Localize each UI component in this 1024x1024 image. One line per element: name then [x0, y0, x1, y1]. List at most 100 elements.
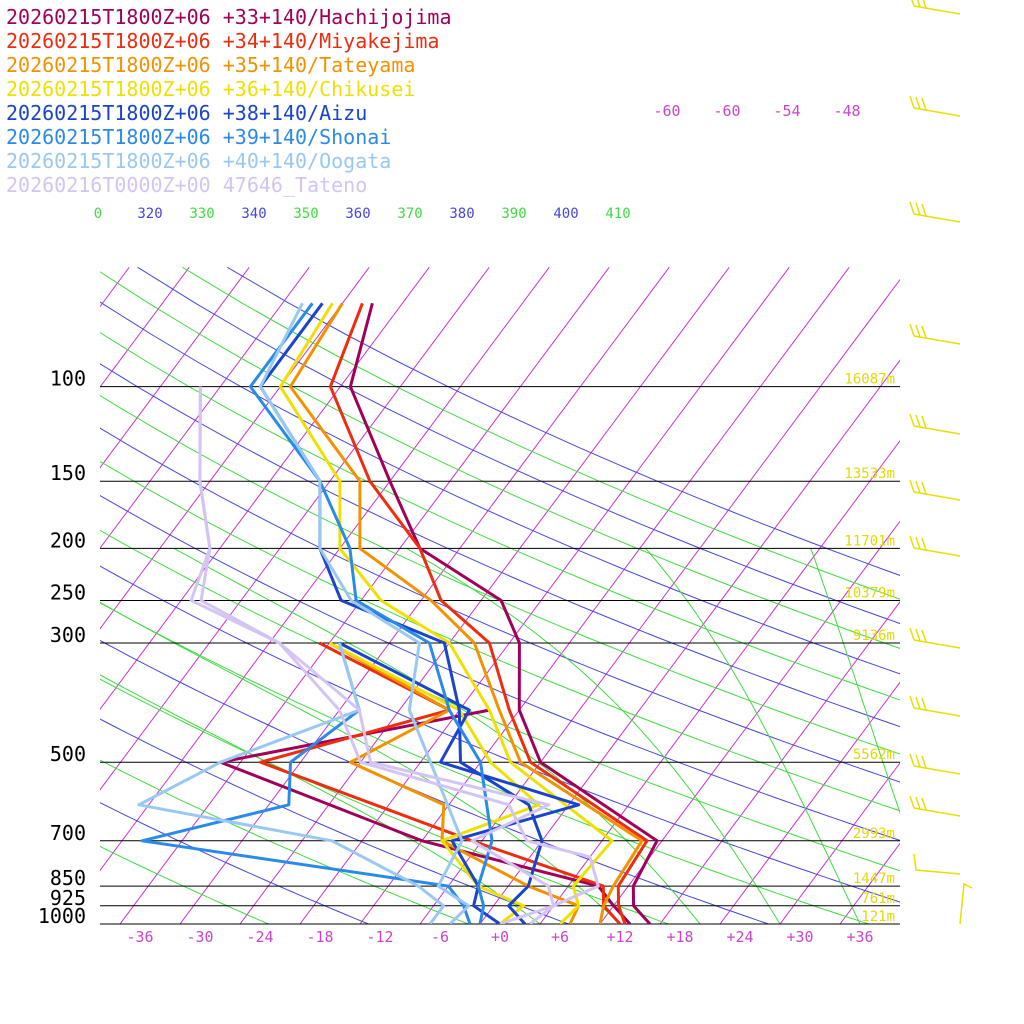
wind-barb — [913, 639, 961, 649]
height-label: 761m — [861, 891, 895, 907]
isotherm-line — [100, 267, 250, 469]
temperature-tick-label: +0 — [491, 928, 509, 946]
temperature-tick-label: -6 — [431, 928, 449, 946]
isotherm-line — [100, 267, 430, 711]
temperature-tick-label: +12 — [606, 928, 633, 946]
isotherm-line — [0, 267, 9, 924]
pressure-label: 250 — [50, 580, 86, 604]
dry-adiabat-line — [100, 759, 470, 924]
wind-barb-flag — [921, 481, 927, 495]
isotherm-line — [299, 267, 790, 924]
wind-barb-flag — [916, 0, 921, 8]
dry-adiabat-line — [100, 331, 900, 701]
isotherm-line — [539, 439, 900, 924]
wind-barb-flag — [915, 754, 921, 768]
wind-barb-flag — [921, 629, 927, 643]
temperature-tick-label: -30 — [186, 928, 213, 946]
dewpoint-trace — [338, 641, 581, 924]
wind-barb-flag — [921, 755, 927, 769]
wind-barb — [913, 807, 961, 817]
pressure-label: 100 — [50, 367, 86, 391]
wind-barb-flag — [915, 414, 921, 428]
isotherm-label: -60 — [653, 102, 680, 120]
dewpoint-trace — [189, 386, 556, 924]
temperature-tick-label: -18 — [306, 928, 333, 946]
temperature-tick-label: +30 — [786, 928, 813, 946]
wind-barb — [913, 425, 961, 435]
isotherm-label: -60 — [713, 102, 740, 120]
temperature-tick-label: +36 — [846, 928, 873, 946]
dry-adiabat-line — [100, 394, 900, 755]
height-label: 13533m — [844, 466, 895, 482]
temperature-trace — [288, 302, 644, 924]
pressure-label: 150 — [50, 461, 86, 485]
dry-adiabat-line — [182, 266, 900, 600]
theta-label: 410 — [605, 206, 630, 222]
legend-entry: 20260215T1800Z+06 +40+140/Oogata — [6, 149, 391, 173]
theta-label: 340 — [241, 206, 266, 222]
dry-adiabat-line — [100, 460, 900, 812]
isotherm-line — [599, 520, 900, 924]
theta-label: 360 — [345, 206, 370, 222]
dry-adiabat-line — [100, 363, 900, 728]
isotherm-line — [100, 267, 550, 872]
theta-label: 380 — [449, 206, 474, 222]
wind-barb-flag — [909, 695, 915, 709]
dry-adiabat-line — [100, 845, 270, 924]
isotherm-label: -48 — [833, 102, 860, 120]
isotherm-line — [119, 267, 610, 924]
theta-label: 350 — [293, 206, 318, 222]
wind-barb-flag — [921, 203, 927, 217]
wind-barb-flag — [909, 479, 915, 493]
isotherm-line — [239, 267, 730, 924]
height-label: 16087m — [844, 372, 895, 388]
legend-entry: 20260215T1800Z+06 +35+140/Tateyama — [6, 53, 415, 77]
isotherm-line — [359, 267, 850, 924]
wind-barb-flag — [909, 323, 915, 337]
legend-entry: 20260215T1800Z+06 +36+140/Chikusei — [6, 77, 415, 101]
wind-barb-flag — [909, 95, 915, 109]
theta-label: 390 — [501, 206, 526, 222]
isotherm-label: -54 — [773, 102, 800, 120]
wind-barb-flag — [921, 797, 927, 811]
pressure-label: 925 — [50, 886, 86, 910]
moist-adiabat-line — [645, 548, 861, 924]
dry-adiabat-line — [100, 718, 570, 924]
legend-entry: 20260215T1800Z+06 +38+140/Aizu — [6, 101, 367, 125]
wind-barb-flag — [922, 0, 927, 9]
temperature-tick-label: -24 — [246, 928, 273, 946]
temperature-trace — [258, 302, 471, 924]
temperature-tick-label: -36 — [126, 928, 153, 946]
temperature-tick-label: +24 — [726, 928, 753, 946]
theta-label: 370 — [397, 206, 422, 222]
theta-label: 330 — [189, 206, 214, 222]
height-label: 10379m — [844, 585, 895, 601]
height-label: 5562m — [853, 747, 895, 763]
dewpoint-trace — [137, 642, 446, 924]
dry-adiabat-line — [100, 301, 900, 675]
wind-barbs — [909, 0, 973, 925]
isotherm-line — [960, 267, 1024, 924]
dry-adiabat-line — [100, 678, 670, 924]
wind-barb-flag — [909, 795, 915, 809]
theta-label: 0 — [94, 206, 102, 222]
wind-barb — [913, 853, 961, 875]
temperature-tick-label: +18 — [666, 928, 693, 946]
wind-barb — [913, 547, 961, 557]
pressure-label: 500 — [50, 742, 86, 766]
wind-barb — [913, 707, 961, 717]
wind-barb-flag — [915, 628, 921, 642]
wind-barb-flag — [915, 96, 921, 110]
height-label: 2993m — [853, 826, 895, 842]
wind-barb-flag — [915, 324, 921, 338]
dry-adiabat-line — [100, 427, 900, 783]
dewpoint-trace — [328, 641, 581, 924]
wind-barb-flag — [909, 535, 915, 549]
wind-barb-flag — [921, 415, 927, 429]
pressure-label: 1000 — [38, 904, 86, 928]
legend-entry: 20260216T0000Z+00 47646_Tateno — [6, 173, 367, 197]
moist-adiabat-line — [810, 548, 900, 815]
wind-barb-flag — [909, 627, 915, 641]
wind-barb-flag — [915, 536, 921, 550]
